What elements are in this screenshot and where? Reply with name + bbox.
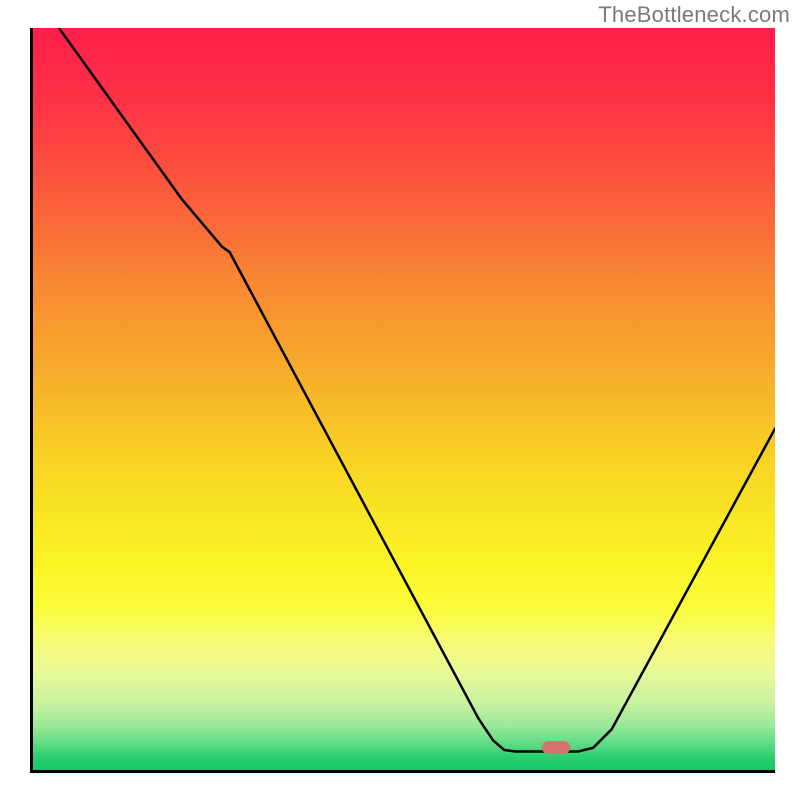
optimal-marker bbox=[542, 741, 570, 754]
chart-container: { "watermark": { "text": "TheBottleneck.… bbox=[0, 0, 800, 800]
watermark-text: TheBottleneck.com bbox=[598, 2, 790, 28]
curve-line bbox=[33, 28, 775, 770]
plot-frame bbox=[30, 28, 775, 773]
